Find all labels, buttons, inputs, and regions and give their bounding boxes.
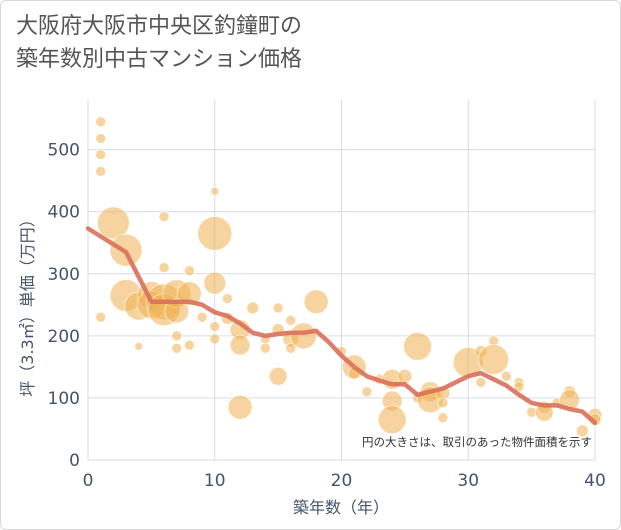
bubble-point [246, 301, 260, 315]
y-tick-label: 300 [48, 265, 80, 285]
bubble-point [210, 186, 220, 196]
chart-title: 大阪府大阪市中央区釣鐘町の 築年数別中古マンション価格 [16, 10, 302, 76]
grid-lines [87, 100, 596, 461]
y-tick-label: 100 [48, 389, 80, 409]
x-tick-label: 0 [83, 471, 94, 491]
bubble-point [134, 341, 144, 351]
bubble-point [397, 368, 413, 384]
bubble-point [478, 343, 510, 375]
x-tick-label: 40 [584, 471, 606, 491]
bubble-point [171, 342, 183, 354]
bubble-point [268, 366, 288, 386]
x-tick-label: 20 [331, 471, 353, 491]
bubble-point [361, 386, 373, 398]
x-axis-title: 築年数（年） [293, 498, 389, 517]
y-tick-label: 200 [48, 327, 80, 347]
x-tick-label: 30 [457, 471, 479, 491]
x-tick-labels: 0 10 20 30 40 [83, 471, 606, 491]
chart-title-line-2: 築年数別中古マンション価格 [16, 47, 303, 72]
bubble-point [95, 132, 107, 144]
bubble-point [437, 412, 449, 424]
bubble-point [95, 149, 107, 161]
chart-title-line-1: 大阪府大阪市中央区釣鐘町の [16, 14, 303, 39]
bubble-point [227, 394, 253, 420]
x-tick-label: 10 [204, 471, 226, 491]
bubble-point [209, 321, 221, 333]
bubble-point [95, 116, 107, 128]
bubble-point [285, 342, 297, 354]
bubble-point [183, 265, 195, 277]
bubble-point [221, 293, 233, 305]
bubble-point [377, 405, 407, 435]
y-tick-label: 500 [48, 141, 80, 161]
bubble-point [158, 262, 170, 274]
y-tick-labels: 0 100 200 300 400 500 [48, 141, 80, 471]
bubble-point [289, 322, 317, 350]
bubble-point [475, 376, 487, 388]
bubble-point [95, 165, 107, 177]
bubble-point [272, 302, 284, 314]
bubble-point [95, 311, 107, 323]
bubble-point [183, 339, 195, 351]
y-axis-title: 坪（3.3㎡）単価（万円） [18, 211, 37, 396]
bubble-point [403, 331, 433, 361]
bubble-point [500, 370, 512, 382]
bubble-point [164, 298, 190, 324]
trend-line [85, 226, 598, 426]
y-tick-label: 400 [48, 203, 80, 223]
size-annotation: 円の大きさは、取引のあった物件面積を示す [362, 435, 592, 449]
bubble-point [158, 211, 170, 223]
bubble-point [229, 334, 251, 356]
bubble-series [95, 116, 603, 438]
bubble-point [575, 424, 589, 438]
bubble-point [303, 289, 329, 315]
bubble-point [171, 330, 183, 342]
bubble-point [203, 271, 227, 295]
bubble-point [209, 333, 221, 345]
bubble-point [437, 397, 449, 409]
bubble-point [259, 342, 271, 354]
bubble-point [96, 206, 130, 240]
bubble-point [285, 314, 297, 326]
bubble-point [197, 215, 233, 251]
bubble-point [513, 381, 525, 393]
bubble-point [196, 311, 208, 323]
y-tick-label: 0 [69, 451, 80, 471]
